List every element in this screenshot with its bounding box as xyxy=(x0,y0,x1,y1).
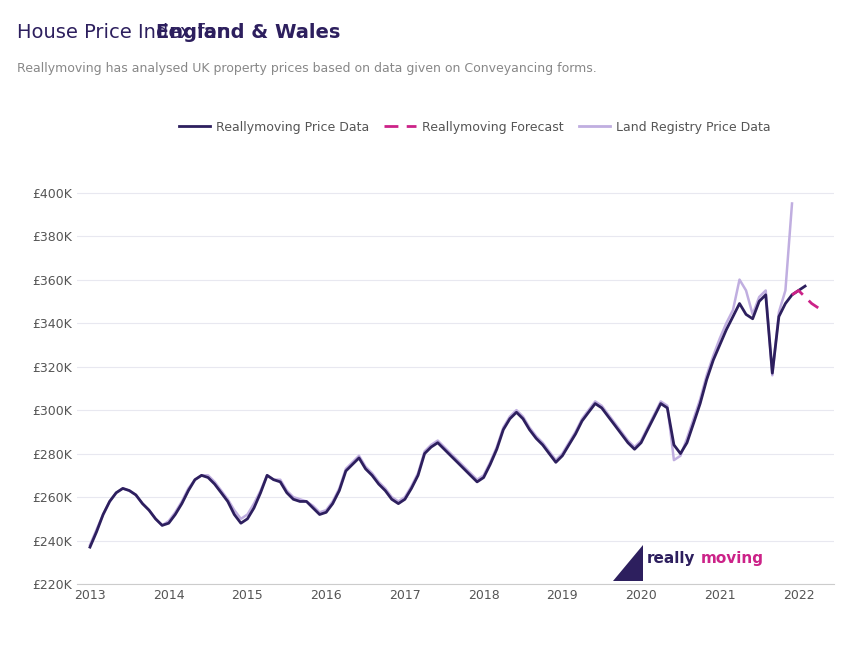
Polygon shape xyxy=(613,545,643,581)
Text: England & Wales: England & Wales xyxy=(156,23,340,42)
Legend: Reallymoving Price Data, Reallymoving Forecast, Land Registry Price Data: Reallymoving Price Data, Reallymoving Fo… xyxy=(174,116,776,138)
Text: moving: moving xyxy=(700,550,763,566)
Text: really: really xyxy=(647,550,695,566)
Text: House Price Index for:: House Price Index for: xyxy=(17,23,237,42)
Text: Reallymoving has analysed UK property prices based on data given on Conveyancing: Reallymoving has analysed UK property pr… xyxy=(17,62,597,75)
